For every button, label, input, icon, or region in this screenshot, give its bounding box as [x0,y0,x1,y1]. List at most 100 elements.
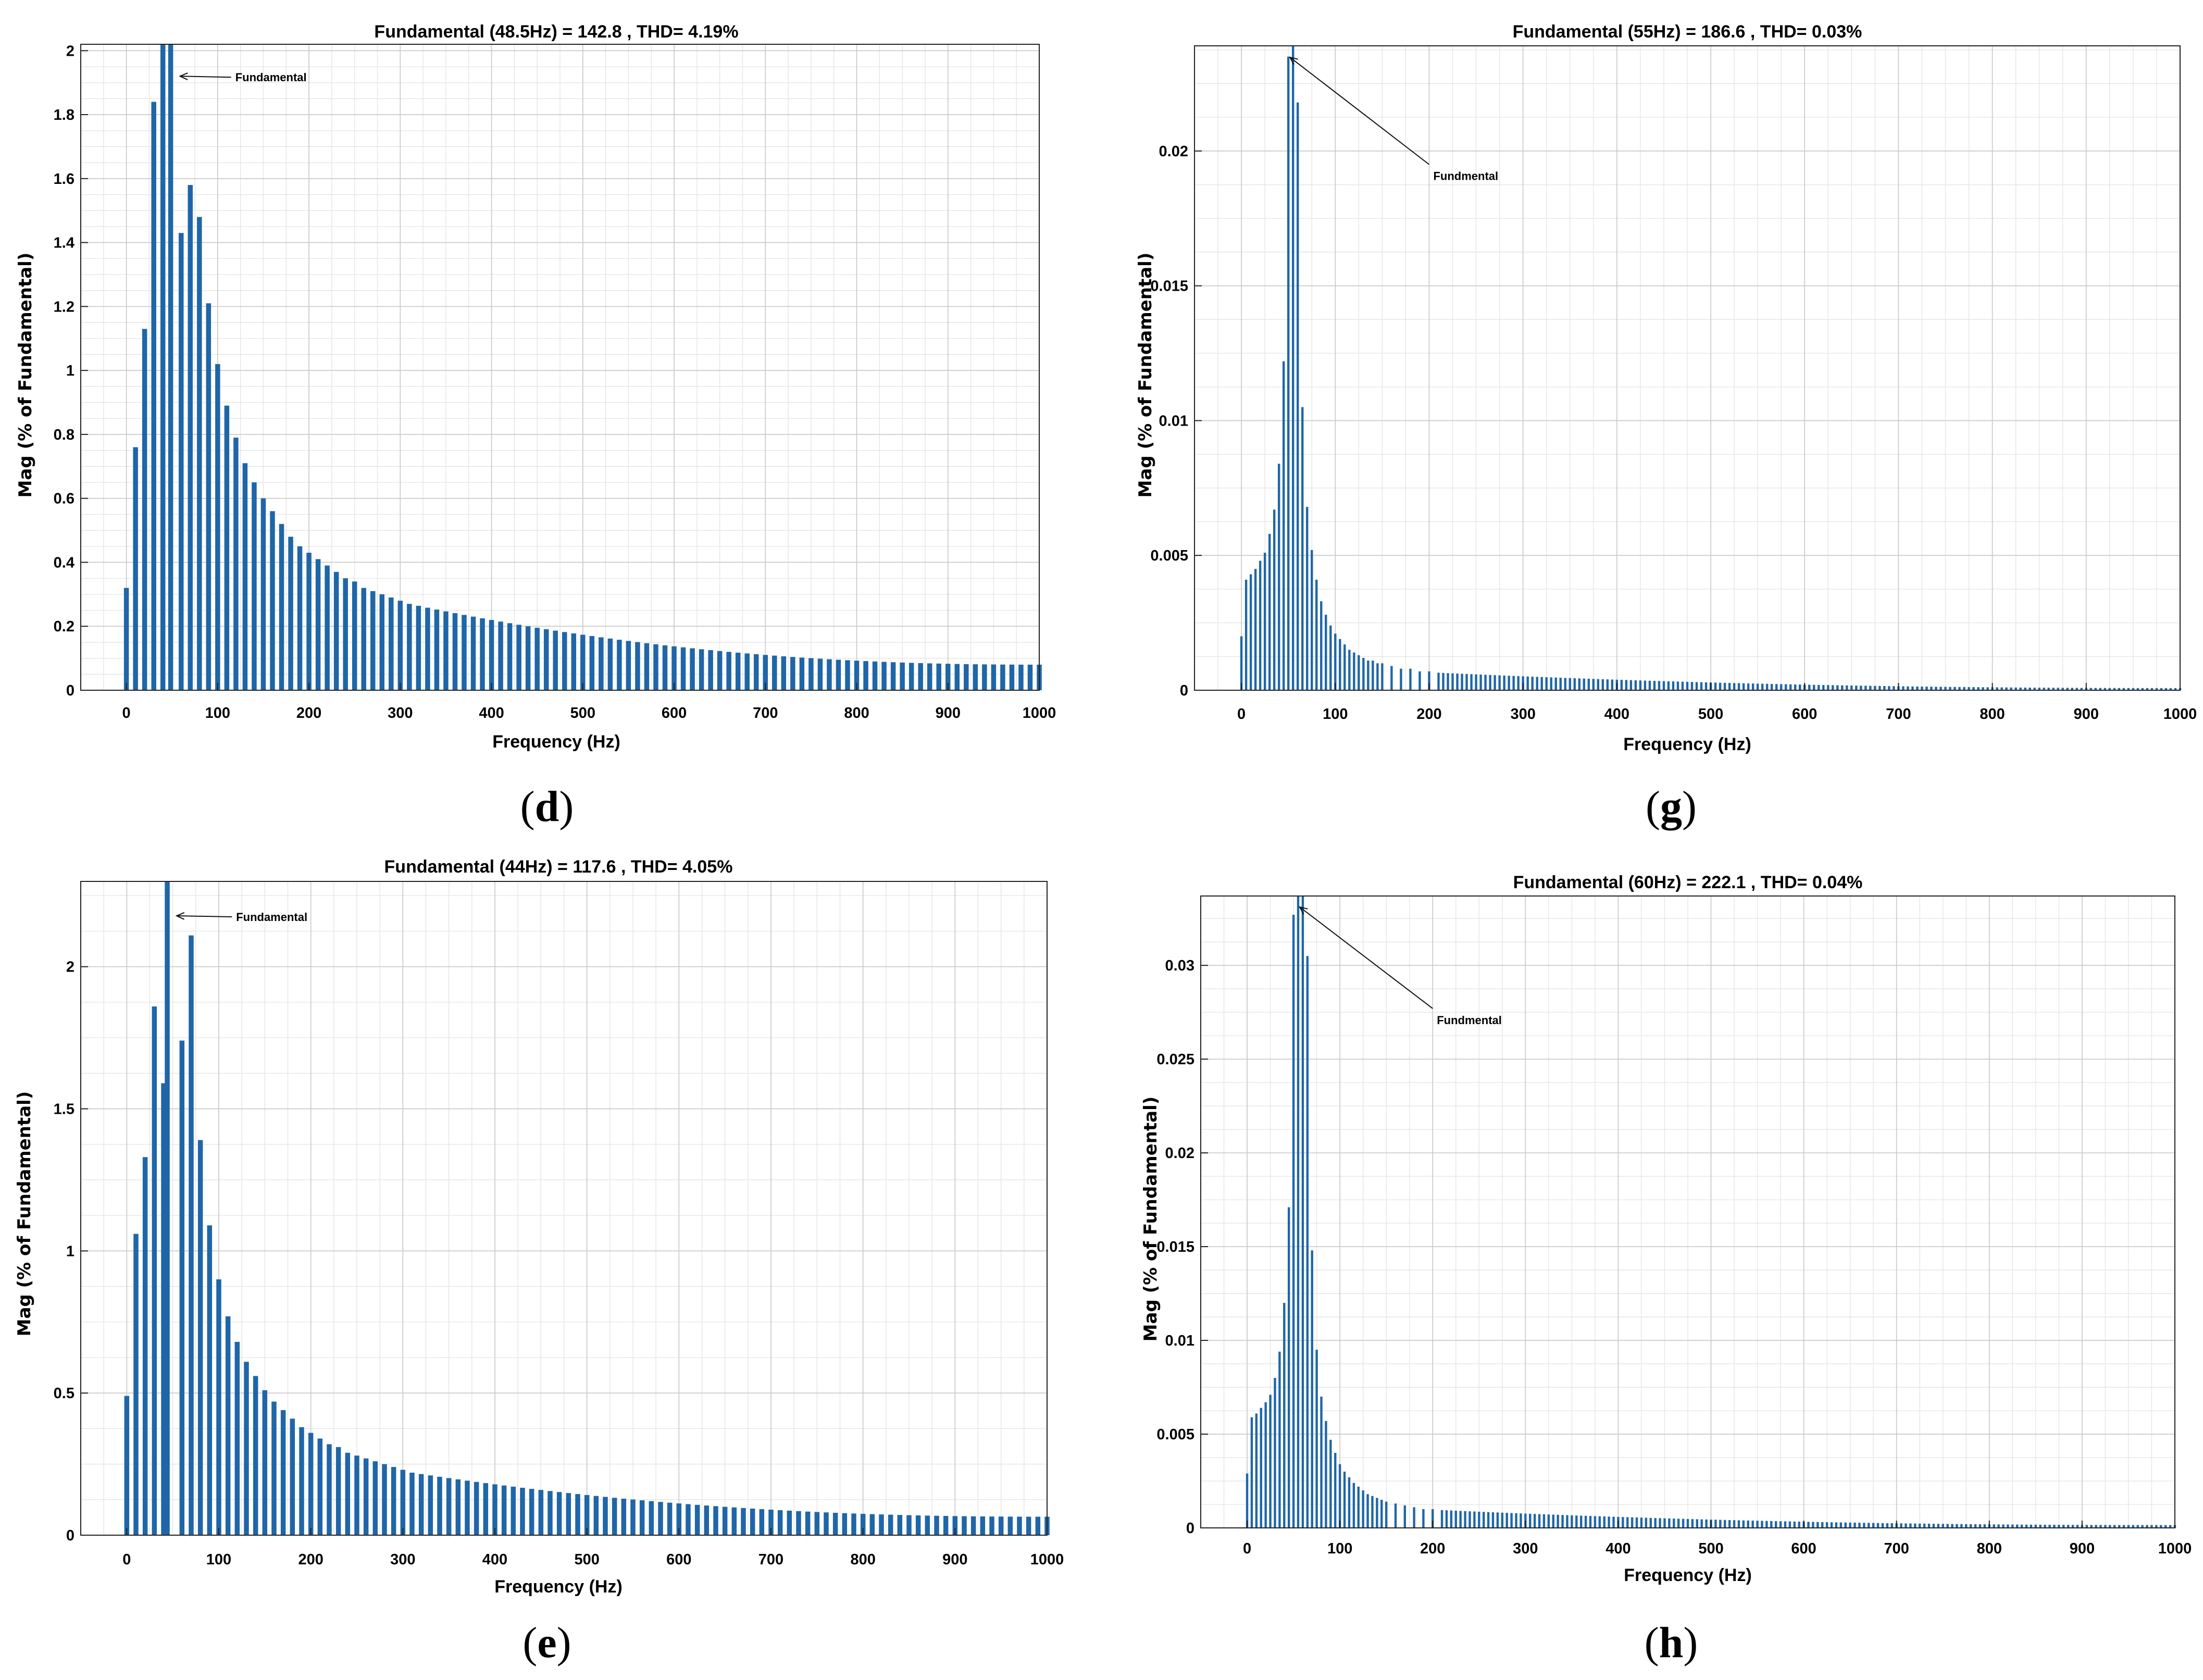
bar [580,634,586,690]
bar [1413,1507,1415,1528]
bar [2002,1524,2005,1528]
bar [1779,1521,1782,1528]
bar [1756,683,1759,690]
bar [206,303,211,690]
bar [498,621,503,690]
bar [2033,688,2036,690]
bar [1264,1402,1267,1528]
bar [1751,1521,1754,1528]
bar [1960,1524,1963,1528]
bar [1315,1350,1318,1528]
bar [1965,1524,1968,1528]
bar [1569,678,1571,690]
annotation-label: Fundamental [236,911,307,924]
bar [1017,1516,1022,1535]
bar [863,661,868,690]
bar [1579,1515,1583,1528]
x-tick-label: 0 [1237,706,1246,723]
bar [2150,1525,2153,1528]
bar [1573,678,1576,690]
bar [2089,688,2093,690]
annotation-label: Fundmental [1437,1014,1502,1027]
bar [621,1498,627,1535]
bar [299,1427,304,1535]
bar [480,618,485,690]
y-tick-label: 1 [66,1243,74,1260]
bar [1977,687,1980,690]
x-tick-label: 400 [1604,706,1629,723]
x-tick-label: 300 [388,705,413,721]
bar [1566,1515,1569,1528]
bar [165,881,170,1535]
bar [2127,1525,2130,1528]
caption-letter: h [1659,1619,1684,1667]
x-tick-label: 1000 [2158,1540,2192,1557]
bar [361,588,366,690]
x-tick-label: 1000 [1023,705,1056,721]
bar [224,405,230,690]
bar [814,1512,820,1535]
bar [918,663,923,690]
x-tick-label: 900 [2070,1540,2095,1557]
bar [516,625,521,690]
bar [253,1376,258,1535]
bar [168,44,173,690]
x-tick-label: 300 [390,1551,415,1568]
bar [982,664,987,690]
y-tick-label: 0.02 [1165,1145,1194,1162]
bar [1916,686,1919,690]
bar [900,662,905,690]
bar [1953,687,1956,690]
bar [1470,674,1473,690]
axes-box [1194,45,2181,691]
bar [1578,678,1580,690]
bar [425,607,430,690]
bar [1765,683,1769,690]
bar [1612,1516,1615,1528]
bar [2132,688,2135,690]
bar [327,1444,332,1535]
annotation-arrow [1289,57,1430,165]
x-tick-label: 300 [1513,1540,1538,1557]
bar [354,1455,359,1535]
bar [575,1494,580,1535]
bar [416,605,421,690]
bar [589,636,595,690]
bar [1723,682,1726,690]
bar [1536,677,1538,690]
bar [1255,1413,1258,1528]
bar [1737,1520,1740,1528]
bar [1625,680,1628,690]
bar [662,645,668,690]
bar [1844,1522,1847,1528]
bar [556,1492,562,1535]
bar [805,1511,811,1535]
bar [722,1507,728,1535]
bar [1283,1303,1286,1528]
bar [845,660,850,690]
bar [1654,1518,1657,1528]
bar [2108,688,2111,690]
bar [908,663,914,690]
bar [1292,46,1295,690]
bar [280,1410,286,1535]
bar [1719,1520,1722,1528]
bar [943,1516,949,1535]
chart-title: Fundamental (44Hz) = 117.6 , THD= 4.05% [384,857,733,877]
bar [290,1418,295,1535]
bar [271,1401,277,1535]
bar [1794,684,1797,690]
bar [630,1499,636,1535]
bar [1547,1514,1550,1528]
bar [1385,1501,1388,1528]
bar [1348,1477,1351,1528]
bar [2005,687,2008,690]
x-tick-label: 700 [753,705,778,721]
caption-d: (d) [520,782,574,831]
bar [1484,675,1487,690]
bar [2053,1525,2056,1528]
bar [1737,683,1740,690]
y-axis-label: Mag (% of Fundamental) [15,253,36,498]
bar [234,1341,240,1535]
bar [179,1040,185,1535]
